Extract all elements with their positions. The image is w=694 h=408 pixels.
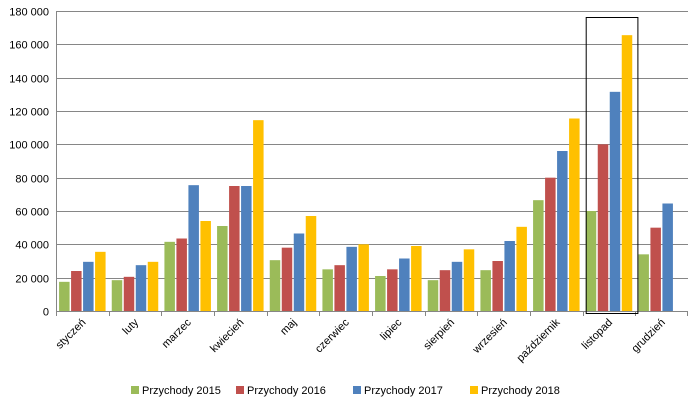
y-tick-label: 20 000 — [15, 274, 49, 286]
bar — [638, 254, 649, 311]
bar — [322, 269, 333, 311]
bar — [135, 265, 147, 311]
bar — [463, 249, 475, 311]
y-tick-label: 40 000 — [15, 240, 49, 252]
bar — [305, 216, 317, 311]
bar — [480, 270, 491, 311]
legend-swatch — [470, 386, 478, 394]
bar — [451, 261, 463, 311]
y-tick-label: 80 000 — [15, 174, 49, 186]
legend-label: Przychody 2017 — [364, 385, 443, 397]
bar — [334, 265, 345, 311]
y-tick-label: 0 — [43, 307, 49, 319]
bar — [375, 276, 386, 311]
bar — [241, 186, 252, 311]
y-tick-label: 100 000 — [9, 140, 49, 152]
legend-swatch — [131, 386, 139, 394]
bar — [557, 151, 568, 311]
bar — [59, 281, 70, 311]
y-tick-label: 140 000 — [9, 74, 49, 86]
legend: Przychody 2015 Przychody 2016 Przychody 20… — [131, 385, 560, 397]
bar — [200, 221, 211, 311]
bar — [164, 241, 175, 311]
bar — [346, 246, 357, 311]
bar — [427, 280, 439, 311]
bar — [597, 144, 609, 311]
bar — [281, 247, 293, 311]
x-tick-label: grudzień — [629, 317, 667, 355]
x-tick-label: wrzesień — [470, 317, 510, 357]
y-tick-label: 160 000 — [9, 40, 49, 52]
bar — [516, 226, 527, 311]
bar — [147, 261, 159, 311]
bar — [609, 91, 621, 311]
bar — [387, 269, 398, 311]
bar — [83, 261, 94, 311]
bar — [411, 246, 422, 311]
x-tick-label: sierpień — [421, 317, 457, 353]
highlight-box — [585, 17, 639, 314]
bar — [217, 226, 228, 311]
bar — [533, 200, 544, 311]
bars — [59, 35, 673, 312]
x-tick-label: marzec — [160, 316, 194, 350]
legend-swatch — [236, 386, 244, 394]
legend-label: Przychody 2018 — [481, 385, 560, 397]
bar — [492, 261, 503, 311]
bar — [293, 233, 305, 311]
x-tick-label: styczeń — [54, 317, 89, 352]
x-tick-label: czerwiec — [313, 316, 352, 355]
bar — [71, 271, 82, 311]
x-tick-label: luty — [121, 316, 142, 337]
bar — [399, 258, 410, 311]
bar — [229, 186, 240, 311]
bar — [569, 118, 580, 311]
bar — [621, 35, 633, 312]
x-tick-label: listopad — [580, 317, 615, 352]
legend-label: Przychody 2015 — [142, 385, 221, 397]
bar — [504, 241, 515, 311]
bar — [95, 251, 106, 311]
bar — [662, 203, 673, 311]
x-tick-label: październik — [515, 316, 563, 364]
bar — [585, 211, 597, 311]
bar — [358, 244, 369, 311]
bar — [253, 120, 264, 311]
legend-swatch — [353, 386, 361, 394]
x-tick-label: kwiecień — [208, 317, 246, 355]
highlight — [585, 17, 639, 314]
bar — [439, 270, 451, 311]
bar — [650, 227, 661, 311]
x-tick-label: maj — [278, 317, 299, 338]
x-tick-label: lipiec — [378, 316, 405, 343]
bar — [123, 276, 135, 311]
y-tick-label: 120 000 — [9, 107, 49, 119]
legend-label: Przychody 2016 — [247, 385, 326, 397]
y-tick-label: 180 000 — [9, 7, 49, 19]
bar — [176, 238, 187, 311]
bar — [111, 280, 123, 311]
gridlines — [56, 11, 688, 279]
bar — [545, 177, 556, 311]
bar — [188, 185, 199, 311]
bar — [269, 260, 281, 311]
y-tick-label: 60 000 — [15, 207, 49, 219]
